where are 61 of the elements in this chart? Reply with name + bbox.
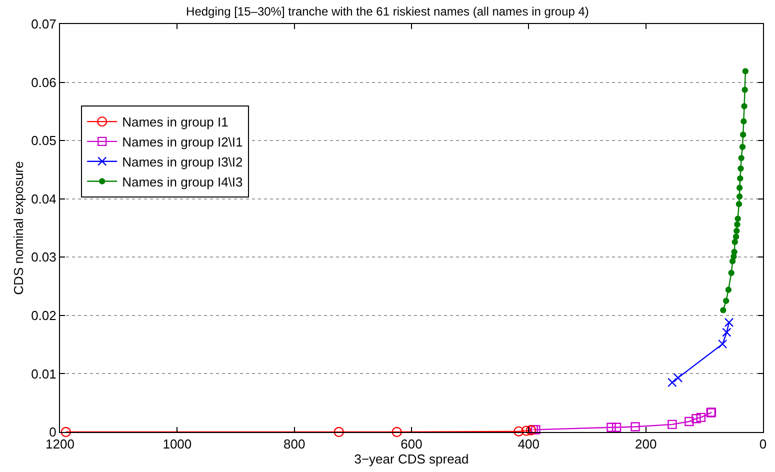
point	[740, 118, 747, 124]
x-tick-label: 600	[400, 436, 422, 452]
legend-label: Names in group I4\I3	[122, 174, 243, 190]
point	[725, 286, 732, 293]
point	[736, 201, 742, 208]
x-tick-label: 0	[759, 436, 767, 452]
y-tick-label: 0.06	[31, 74, 56, 90]
y-axis-title: CDS nominal exposure	[11, 161, 26, 295]
point	[718, 339, 728, 349]
point	[734, 216, 741, 222]
point	[684, 416, 694, 426]
x-axis-title: 3−year CDS spread	[354, 452, 469, 467]
x-tick-label: 1000	[162, 436, 192, 452]
y-tick-label: 0.02	[31, 308, 56, 323]
point	[722, 328, 732, 337]
point	[668, 420, 677, 430]
legend-label: Names in group I2\I1	[122, 134, 243, 150]
point	[738, 165, 744, 172]
point	[724, 318, 734, 328]
point	[630, 422, 640, 432]
point	[720, 307, 726, 314]
point	[728, 270, 734, 276]
point	[736, 184, 743, 191]
point	[606, 422, 616, 432]
point	[731, 248, 738, 255]
point	[742, 68, 749, 74]
chart-title: Hedging [15–30%] tranche with the 61 riskiest names (all names in group 4)	[186, 4, 589, 18]
point	[531, 425, 540, 434]
x-tick-label: 200	[634, 436, 657, 452]
point	[334, 426, 344, 438]
point	[696, 412, 706, 422]
point	[722, 298, 730, 304]
y-tick-label: 0.01	[31, 366, 56, 382]
point	[742, 86, 748, 93]
y-tick-label: 0.07	[31, 16, 56, 32]
point	[612, 422, 622, 432]
legend-label: Names in group I3\I2	[122, 154, 243, 170]
x-tick-label: 400	[518, 436, 540, 452]
point	[737, 175, 744, 182]
y-tick-label: 0.03	[31, 250, 56, 265]
point	[736, 193, 743, 200]
point	[741, 103, 748, 110]
point	[514, 426, 524, 437]
point	[738, 154, 744, 162]
point	[734, 221, 740, 228]
point	[692, 414, 701, 424]
y-tick-label: 0.05	[31, 133, 56, 148]
point	[392, 426, 402, 438]
legend-label: Names in group I1	[122, 114, 228, 130]
point	[732, 234, 740, 240]
point	[729, 258, 736, 264]
point	[734, 228, 740, 234]
point	[60, 426, 71, 438]
point	[732, 238, 738, 246]
point	[668, 378, 677, 388]
x-tick-label: 800	[283, 436, 306, 452]
point	[739, 144, 746, 150]
point	[740, 132, 746, 138]
point	[526, 425, 536, 436]
point	[521, 426, 532, 436]
y-tick-label: 0.04	[31, 191, 56, 206]
